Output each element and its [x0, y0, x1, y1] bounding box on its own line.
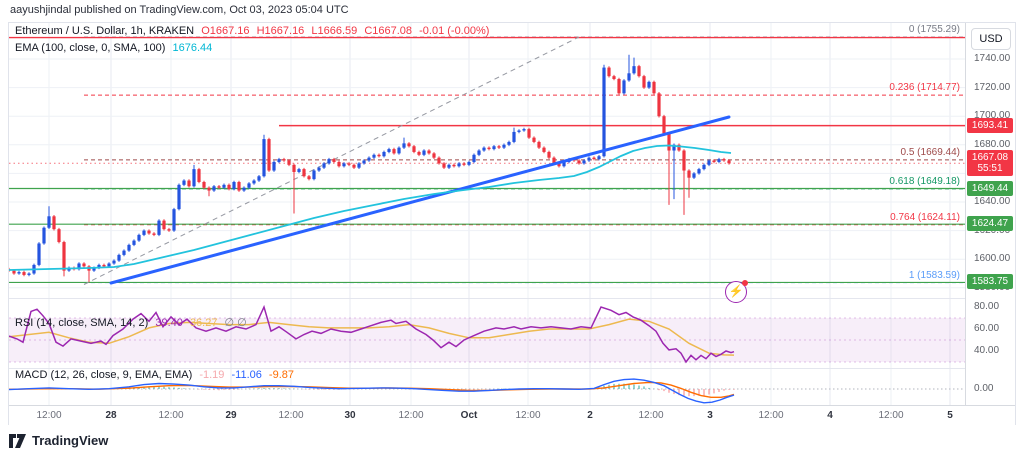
price-badge: 1693.41 [967, 117, 1013, 133]
pane-divider-rsi[interactable] [9, 298, 1015, 299]
fib-lines-layer [84, 36, 966, 284]
time-axis-label: 12:00 [638, 410, 664, 421]
price-axis-label: 1640.00 [974, 196, 1011, 207]
macd-label: MACD (12, 26, close, 9, EMA, EMA) [15, 369, 193, 381]
legend-ema-row[interactable]: EMA (100, close, 0, SMA, 100) 1676.44 [15, 42, 216, 54]
ema-line [9, 144, 732, 271]
time-axis-label: 12:00 [878, 410, 904, 421]
macd-value: -11.06 [231, 369, 262, 381]
price-axis-label: 1700.00 [974, 110, 1011, 122]
tradingview-brand[interactable]: TradingView [32, 433, 109, 448]
fib-level-label: 0.5 (1669.44) [900, 146, 961, 158]
indicator-axis-label: 0.00 [974, 383, 994, 394]
macd-signal-value: -9.87 [268, 369, 294, 381]
plot-area[interactable]: Ethereum / U.S. Dollar, 1h, KRAKEN O1667… [9, 23, 966, 405]
price-axis-label: 1680.00 [974, 138, 1011, 150]
ema-value: 1676.44 [172, 42, 213, 54]
price-badge: 1649.44 [967, 180, 1013, 196]
symbol-title: Ethereum / U.S. Dollar, 1h, KRAKEN [15, 25, 195, 37]
time-axis-label: 3 [707, 410, 713, 421]
time-axis-label: 28 [105, 410, 117, 421]
flash-idea-badge[interactable]: ⚡ [725, 280, 748, 303]
rsi-label: RSI (14, close, SMA, 14, 2) [15, 317, 149, 329]
time-axis-label: 12:00 [515, 410, 541, 421]
macd-hist-value: -1.19 [199, 369, 225, 381]
ohlc-open: O1667.16 [201, 25, 250, 37]
time-axis-label: 12:00 [36, 410, 62, 421]
ohlc-change: -0.01 (-0.00%) [419, 25, 490, 37]
fib-level-label: 0.618 (1649.18) [889, 175, 960, 187]
indicator-axis-label: 60.00 [974, 323, 1000, 334]
footer: TradingView [9, 433, 108, 448]
time-axis-label: 12:00 [278, 410, 304, 421]
fib-level-label: 0.236 (1714.77) [889, 82, 960, 94]
rsi-value: 39.40 [155, 317, 183, 329]
pane-divider-macd[interactable] [9, 368, 1015, 369]
usd-button[interactable]: USD [971, 28, 1011, 50]
ohlc-low: L1666.59 [311, 25, 358, 37]
time-axis-label: 2 [587, 410, 593, 421]
byline: aayushjindal published on TradingView.co… [10, 4, 349, 16]
fib-level-label: 0.764 (1624.11) [890, 211, 960, 223]
ohlc-high: H1667.16 [256, 25, 305, 37]
tradingview-logo-icon[interactable] [9, 433, 26, 448]
price-axis-label: 1600.00 [974, 253, 1011, 265]
ema-label: EMA (100, close, 0, SMA, 100) [15, 42, 166, 54]
price-axis[interactable]: USD 1740.00 1720.00 1700.00 1680.00 1640.00 1… [965, 23, 1015, 405]
rsi-empty-values: ∅ ∅ [224, 317, 247, 329]
time-axis-label: 12:00 [398, 410, 424, 421]
notification-dot [742, 280, 748, 286]
macd-pane [9, 378, 966, 404]
time-axis-label: 5 [947, 410, 953, 421]
countdown-timer: 55:51 [977, 163, 1003, 175]
price-axis-label: 1720.00 [974, 81, 1011, 93]
time-axis-label: 12:00 [158, 410, 184, 421]
ohlc-close: C1667.08 [364, 25, 413, 37]
legend-macd-row[interactable]: MACD (12, 26, close, 9, EMA, EMA) -1.19 … [15, 369, 298, 381]
legend-rsi-row[interactable]: RSI (14, close, SMA, 14, 2) 39.40 36.27 … [15, 316, 251, 329]
time-axis-label: 4 [827, 410, 833, 421]
candles-layer [9, 54, 731, 283]
fib-level-label: 0 (1755.29) [908, 24, 960, 36]
horizontal-lines-layer [9, 36, 966, 284]
grid-layer [9, 23, 966, 405]
time-axis-label: Oct [460, 410, 478, 421]
time-axis-label: 12:00 [758, 410, 784, 421]
price-badge: 1583.75 [967, 274, 1013, 290]
trendline [109, 115, 731, 285]
rsi-sma-value: 36.27 [189, 317, 218, 329]
time-axis-label: 30 [344, 410, 356, 421]
indicator-axis-label: 40.00 [974, 345, 1000, 356]
indicator-axis-label: 80.00 [974, 301, 1000, 312]
chart-canvas[interactable] [9, 23, 966, 405]
rsi-pane [9, 304, 966, 364]
time-axis-label: 29 [225, 410, 237, 421]
time-axis[interactable]: 12:00 28 12:00 29 12:00 30 12:00 Oct 12:00 2 12:00… [9, 405, 1015, 425]
fib-level-label: 1 (1583.59) [908, 269, 960, 281]
chart-frame: Ethereum / U.S. Dollar, 1h, KRAKEN O1667… [8, 22, 1016, 425]
price-badge: 1624.47 [967, 216, 1013, 232]
legend-symbol-row[interactable]: Ethereum / U.S. Dollar, 1h, KRAKEN O1667… [15, 25, 493, 37]
price-axis-label: 1740.00 [974, 53, 1011, 64]
price-badge: 1667.08 55:51 [967, 150, 1013, 177]
fib-trendline [83, 36, 580, 285]
lightning-icon: ⚡ [728, 284, 744, 298]
